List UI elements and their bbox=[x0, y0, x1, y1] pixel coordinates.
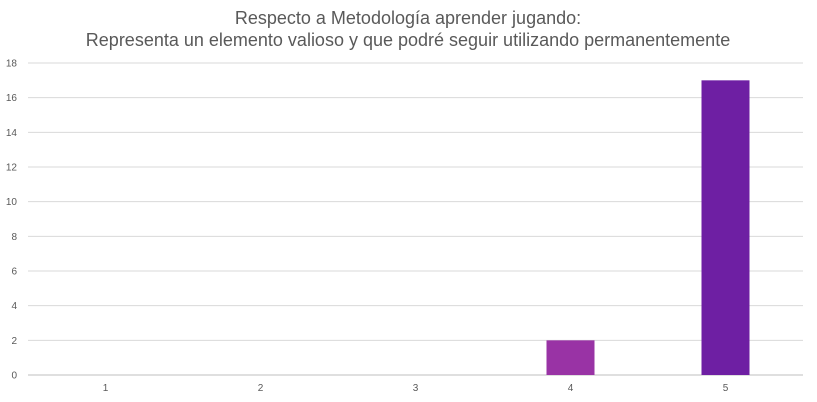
bars bbox=[546, 80, 750, 375]
y-tick-label: 2 bbox=[11, 336, 17, 347]
bar bbox=[701, 80, 750, 375]
x-tick-label: 4 bbox=[568, 383, 574, 394]
bar bbox=[546, 340, 595, 375]
gridlines bbox=[28, 62, 803, 376]
y-tick-label: 18 bbox=[6, 59, 18, 70]
y-axis-ticks: 0 2 4 6 8 10 12 14 16 18 bbox=[6, 59, 18, 382]
x-tick-label: 5 bbox=[723, 383, 729, 394]
x-tick-label: 1 bbox=[103, 383, 109, 394]
y-tick-label: 12 bbox=[6, 163, 18, 174]
y-tick-label: 10 bbox=[6, 197, 18, 208]
x-tick-label: 3 bbox=[413, 383, 419, 394]
x-tick-label: 2 bbox=[258, 383, 264, 394]
y-tick-label: 6 bbox=[11, 267, 17, 278]
y-tick-label: 16 bbox=[6, 93, 18, 104]
y-tick-label: 8 bbox=[11, 232, 17, 243]
y-tick-label: 14 bbox=[6, 128, 18, 139]
chart-title-line-1: Respecto a Metodología aprender jugando: bbox=[235, 8, 581, 28]
y-tick-label: 4 bbox=[11, 301, 17, 312]
x-axis-ticks: 1 2 3 4 5 bbox=[103, 383, 729, 394]
chart-title-line-2: Representa un elemento valioso y que pod… bbox=[86, 30, 730, 50]
y-tick-label: 0 bbox=[11, 371, 17, 382]
